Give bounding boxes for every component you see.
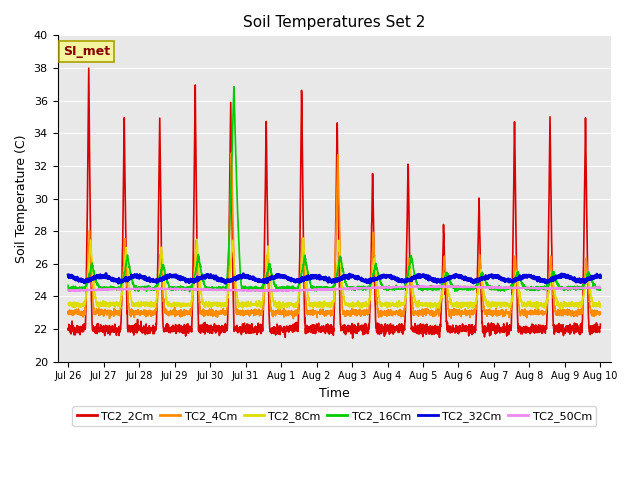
Y-axis label: Soil Temperature (C): Soil Temperature (C) (15, 134, 28, 263)
TC2_16Cm (125, 261, 132, 266)
TC2_50Cm (529, 286, 537, 291)
TC2_8Cm (276, 306, 284, 312)
Line: TC2_2Cm: TC2_2Cm (68, 68, 600, 338)
TC2_4Cm (586, 304, 594, 310)
TC2_32Cm (157, 276, 164, 282)
TC2_50Cm (125, 286, 132, 292)
TC2_50Cm (596, 285, 604, 290)
TC2_2Cm (596, 321, 604, 327)
TC2_2Cm (529, 329, 537, 335)
TC2_4Cm (157, 252, 164, 257)
Line: TC2_8Cm: TC2_8Cm (68, 238, 600, 309)
TC2_50Cm (268, 288, 276, 293)
Text: SI_met: SI_met (63, 45, 110, 58)
TC2_50Cm (65, 288, 72, 293)
TC2_16Cm (65, 283, 72, 288)
TC2_32Cm (102, 271, 110, 276)
TC2_50Cm (278, 288, 286, 294)
TC2_8Cm (268, 291, 276, 297)
TC2_2Cm (349, 336, 356, 341)
Line: TC2_50Cm: TC2_50Cm (68, 286, 600, 291)
TC2_2Cm (125, 323, 133, 328)
Title: Soil Temperatures Set 2: Soil Temperatures Set 2 (243, 15, 426, 30)
TC2_32Cm (529, 274, 537, 279)
TC2_32Cm (125, 275, 133, 281)
Line: TC2_4Cm: TC2_4Cm (68, 153, 600, 319)
TC2_32Cm (269, 275, 276, 280)
TC2_2Cm (65, 327, 72, 333)
TC2_8Cm (157, 258, 164, 264)
TC2_4Cm (125, 304, 132, 310)
TC2_8Cm (596, 303, 604, 309)
TC2_50Cm (157, 285, 164, 291)
TC2_2Cm (269, 325, 276, 331)
TC2_4Cm (65, 309, 72, 315)
TC2_2Cm (586, 332, 594, 337)
Legend: TC2_2Cm, TC2_4Cm, TC2_8Cm, TC2_16Cm, TC2_32Cm, TC2_50Cm: TC2_2Cm, TC2_4Cm, TC2_8Cm, TC2_16Cm, TC2… (72, 407, 596, 426)
TC2_4Cm (529, 308, 537, 314)
TC2_8Cm (125, 277, 132, 283)
TC2_8Cm (292, 302, 300, 308)
TC2_16Cm (586, 275, 594, 281)
TC2_32Cm (586, 275, 594, 281)
TC2_2Cm (85, 65, 93, 71)
TC2_50Cm (586, 285, 594, 290)
TC2_50Cm (292, 288, 300, 293)
TC2_50Cm (413, 283, 420, 289)
Line: TC2_32Cm: TC2_32Cm (68, 274, 600, 283)
TC2_16Cm (529, 287, 537, 292)
TC2_16Cm (292, 286, 300, 292)
TC2_16Cm (269, 275, 276, 280)
TC2_32Cm (596, 275, 604, 280)
TC2_4Cm (289, 316, 297, 322)
TC2_16Cm (186, 289, 193, 295)
TC2_16Cm (157, 273, 164, 278)
TC2_4Cm (269, 311, 276, 317)
TC2_16Cm (230, 84, 238, 90)
TC2_8Cm (300, 235, 307, 241)
TC2_8Cm (529, 300, 537, 306)
TC2_8Cm (586, 287, 594, 292)
TC2_32Cm (65, 272, 72, 278)
X-axis label: Time: Time (319, 387, 349, 400)
TC2_2Cm (157, 198, 164, 204)
TC2_4Cm (228, 150, 236, 156)
TC2_2Cm (292, 326, 300, 332)
TC2_32Cm (115, 280, 122, 286)
TC2_4Cm (292, 309, 300, 315)
TC2_4Cm (596, 310, 604, 315)
TC2_8Cm (65, 300, 72, 306)
TC2_32Cm (292, 278, 300, 284)
TC2_16Cm (596, 287, 604, 293)
Line: TC2_16Cm: TC2_16Cm (68, 87, 600, 292)
